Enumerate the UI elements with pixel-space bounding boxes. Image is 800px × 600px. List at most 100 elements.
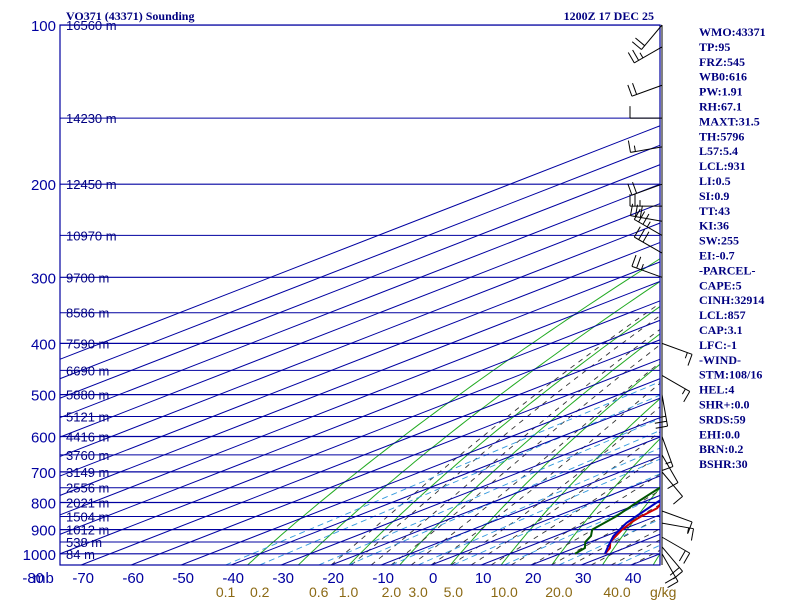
- mixing-ratio-label: 40.0: [603, 584, 630, 600]
- mixing-ratio-line: [318, 418, 660, 565]
- moist-adiabat: [410, 362, 660, 565]
- plot-border: [59, 24, 661, 566]
- index-entry: MAXT:31.5: [699, 114, 760, 128]
- dewpoint-profile: [574, 486, 660, 555]
- index-entry: WB0:616: [699, 70, 747, 84]
- mixing-ratio-line: [417, 458, 660, 565]
- index-entry: CAPE:5: [699, 278, 742, 292]
- index-entry: -PARCEL-: [699, 263, 755, 277]
- wind-barb: [661, 536, 691, 564]
- wind-barb-layer: [627, 24, 695, 588]
- moist-adiabat: [490, 454, 660, 565]
- height-label: 10970 m: [66, 228, 117, 243]
- isotherm: [60, 280, 660, 516]
- pressure-tick-label: 600: [31, 430, 56, 447]
- dry-adiabat: [247, 258, 660, 565]
- pressure-tick-label: 800: [31, 496, 56, 513]
- height-label: 538 m: [66, 535, 102, 550]
- moist-adiabat: [330, 302, 660, 565]
- dry-adiabat: [348, 305, 660, 565]
- height-label: 16560 m: [66, 18, 117, 33]
- height-label: 14230 m: [66, 111, 117, 126]
- index-entry: PW:1.91: [699, 85, 743, 99]
- mixing-ratio-line: [259, 394, 660, 565]
- index-entry: CINH:32914: [699, 293, 764, 307]
- wind-barb: [629, 194, 662, 207]
- dry-adiabat: [500, 397, 660, 565]
- temperature-tick-label: -80: [22, 570, 44, 587]
- index-entry: TH:5796: [699, 129, 744, 143]
- wind-barb: [654, 394, 669, 429]
- moist-adiabat: [550, 504, 660, 565]
- isotherm: [431, 475, 660, 565]
- parcel-profile: [604, 499, 660, 555]
- mixing-ratio-label: 10.0: [491, 584, 518, 600]
- wind-barb: [627, 83, 663, 97]
- pressure-tick-label: 700: [31, 465, 56, 482]
- temperature-tick-label: -40: [222, 570, 244, 587]
- index-entry: EHI:0.0: [699, 427, 740, 441]
- index-entry: KI:36: [699, 219, 729, 233]
- mixing-ratio-unit-label: g/kg: [650, 584, 676, 600]
- mixing-ratio-line: [348, 430, 660, 565]
- temperature-tick-label: -30: [272, 570, 294, 587]
- moist-adiabat: [370, 328, 660, 565]
- isotherm: [60, 261, 660, 496]
- temperature-tick-label: -20: [322, 570, 344, 587]
- index-entry: TP:95: [699, 40, 730, 54]
- temperature-tick-label: 20: [525, 570, 542, 587]
- mixing-ratio-line: [453, 473, 660, 565]
- temperature-tick-label: -50: [172, 570, 194, 587]
- grid-layer: [59, 24, 661, 566]
- height-label: 8586 m: [66, 306, 109, 321]
- isotherm: [60, 241, 660, 477]
- mixing-ratio-label: 20.0: [545, 584, 572, 600]
- wind-barb: [629, 106, 662, 119]
- chart-title: VO371 (43371) Sounding: [66, 9, 194, 23]
- index-entry: LCL:857: [699, 308, 746, 322]
- temperature-tick-label: 40: [625, 570, 642, 587]
- height-label: 1012 m: [66, 523, 109, 538]
- wind-barb: [627, 181, 663, 196]
- temperature-tick-label: 10: [475, 570, 492, 587]
- mixing-ratio-line: [504, 494, 660, 565]
- wind-barb: [631, 24, 663, 50]
- moist-adiabat: [570, 516, 660, 565]
- mixing-ratio-label: 1.0: [339, 584, 359, 600]
- isotherm: [60, 319, 660, 555]
- height-label: 4416 m: [66, 430, 109, 445]
- mixing-ratio-label: 3.0: [408, 584, 428, 600]
- temperature-tick-label: -60: [122, 570, 144, 587]
- mixing-ratio-label: 2.0: [382, 584, 402, 600]
- index-entry: SI:0.9: [699, 189, 729, 203]
- index-entry: SRDS:59: [699, 412, 746, 426]
- height-label: 3149 m: [66, 465, 109, 480]
- pressure-tick-label: 900: [31, 523, 56, 540]
- height-label: 1504 m: [66, 510, 109, 525]
- pressure-tick-label: 500: [31, 388, 56, 405]
- height-label: 9700 m: [66, 270, 109, 285]
- wind-barb: [627, 46, 663, 64]
- index-entry: BRN:0.2: [699, 442, 743, 456]
- height-label: 2021 m: [66, 496, 109, 511]
- isotherm: [60, 125, 660, 360]
- index-entry: BSHR:30: [699, 457, 748, 471]
- wind-barb: [661, 546, 683, 580]
- wind-barb: [633, 226, 663, 254]
- wind-barb: [631, 254, 663, 278]
- pressure-tick-label: 300: [31, 270, 56, 287]
- isotherm: [181, 378, 660, 565]
- isotherm: [331, 436, 660, 565]
- observation-time: 1200Z 17 DEC 25: [564, 9, 654, 23]
- dry-adiabat: [297, 280, 660, 565]
- index-entry: WMO:43371: [699, 25, 766, 39]
- mixing-ratio-line: [558, 518, 660, 565]
- isotherm: [231, 397, 660, 565]
- isotherm: [531, 514, 660, 565]
- isotherm: [60, 203, 660, 438]
- mixing-ratio-line: [225, 381, 660, 565]
- mixing-ratio-line: [391, 447, 660, 565]
- isotherm: [381, 455, 660, 565]
- pressure-unit-label: mb: [33, 570, 54, 587]
